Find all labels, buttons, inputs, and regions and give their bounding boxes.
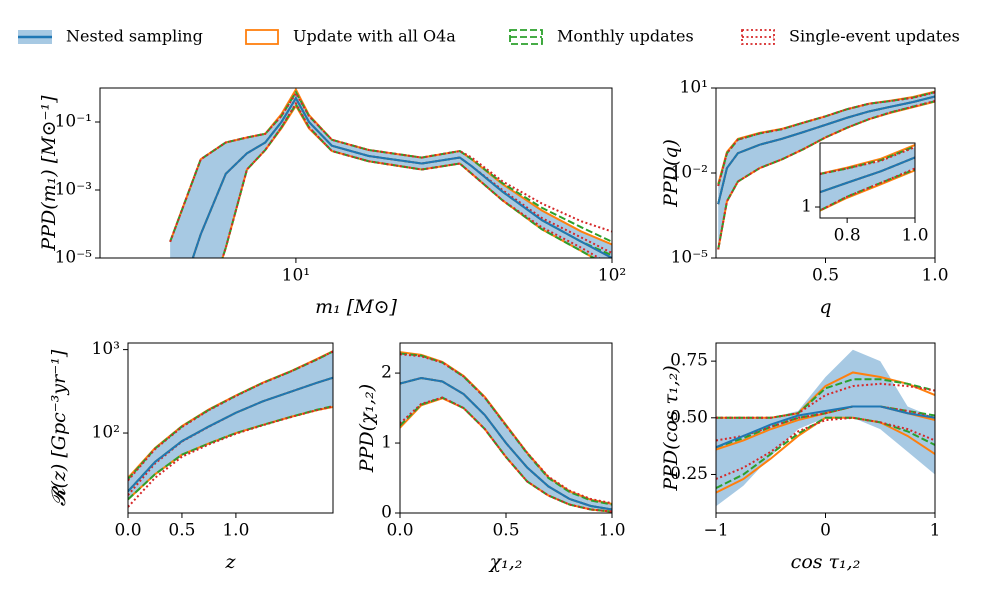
bound-line: [716, 416, 935, 489]
band: [128, 351, 333, 500]
legend-label: Single-event updates: [789, 27, 960, 46]
band: [400, 353, 612, 512]
band: [170, 93, 612, 258]
plot-area: [400, 351, 612, 513]
x-axis-label: cos τ₁,₂: [791, 551, 861, 573]
median-line: [128, 376, 333, 493]
plot-area: [717, 90, 935, 250]
x-tick-label: −1: [703, 521, 728, 541]
x-tick-label: 0.0: [114, 521, 141, 541]
bound-line: [400, 396, 612, 513]
median-line: [820, 156, 915, 194]
y-tick-label: 10¹: [680, 78, 708, 98]
axes-frame: [715, 342, 936, 514]
y-tick-label: 1: [381, 433, 392, 453]
x-tick-label: 0.8: [834, 226, 861, 246]
y-axis-label: PPD(cos τ₁,₂): [660, 365, 682, 491]
x-axis-label: χ₁,₂: [488, 551, 523, 573]
y-axis-label: PPD(χ₁,₂): [356, 384, 378, 473]
bound-line: [716, 382, 935, 419]
plot-area: [716, 349, 935, 507]
inset-plot-area: [820, 144, 915, 212]
x-axis-label: z: [224, 551, 236, 573]
bound-line: [400, 353, 612, 505]
bound-line: [820, 168, 915, 212]
axes-frame: [715, 87, 936, 259]
bound-line: [169, 90, 612, 243]
band: [820, 147, 915, 211]
x-tick-label: 1: [930, 521, 941, 541]
median-line: [717, 95, 935, 205]
y-tick-label: 1: [801, 197, 812, 217]
legend-swatch: [245, 29, 279, 45]
x-tick-label: 0: [820, 521, 831, 541]
y-tick-label: 10²: [92, 423, 120, 443]
y-tick-label: 10⁻⁵: [671, 248, 709, 268]
y-tick-label: 0: [381, 503, 392, 523]
plot-area: [128, 350, 333, 508]
x-tick-label: 0.0: [386, 521, 413, 541]
legend-label: Monthly updates: [557, 27, 694, 46]
y-axis-label: 𝓡(z) [Gpc⁻³yr⁻¹]: [48, 349, 70, 506]
legend-label: Nested sampling: [66, 27, 203, 46]
x-tick-label: 1.0: [901, 226, 928, 246]
x-tick-label: 10²: [598, 266, 626, 286]
x-tick-label: 1.0: [921, 266, 948, 286]
median-line: [191, 96, 612, 258]
y-axis-label: PPD(q): [660, 139, 682, 208]
bound-line: [400, 352, 612, 506]
x-tick-label: 10¹: [282, 266, 310, 286]
x-tick-label: 0.5: [168, 521, 195, 541]
x-tick-label: 0.5: [812, 266, 839, 286]
x-axis-label: m₁ [M⊙]: [315, 296, 397, 318]
y-tick-label: 10⁻³: [55, 180, 92, 200]
median-line: [400, 376, 612, 511]
y-tick-label: 0.75: [670, 351, 708, 371]
bound-line: [717, 99, 935, 250]
median-line: [716, 405, 935, 449]
x-tick-label: 0.5: [492, 521, 519, 541]
y-tick-label: 0.50: [670, 407, 708, 427]
bound-line: [221, 102, 596, 258]
y-tick-label: 10³: [92, 339, 120, 359]
y-tick-label: 10⁻⁵: [55, 248, 93, 268]
y-tick-label: 0.25: [670, 464, 708, 484]
axes-frame: [99, 87, 613, 259]
x-tick-label: 1.0: [222, 521, 249, 541]
bound-line: [820, 169, 915, 212]
bound-line: [128, 350, 333, 482]
x-axis-label: q: [819, 296, 831, 318]
bound-line: [717, 91, 935, 187]
bound-line: [820, 146, 915, 175]
x-tick-label: 1.0: [598, 521, 625, 541]
bound-line: [716, 416, 935, 480]
legend-label: Update with all O4a: [293, 27, 456, 46]
y-tick-label: 2: [381, 363, 392, 383]
axes-frame: [819, 142, 916, 219]
bound-line: [820, 167, 915, 212]
axes-frame: [399, 342, 613, 514]
bound-line: [128, 405, 333, 508]
y-tick-label: 10⁻¹: [55, 112, 92, 132]
band: [716, 349, 935, 507]
plot-area: [169, 88, 612, 258]
y-tick-label: 10⁻²: [671, 163, 708, 183]
y-axis-label: PPD(m₁) [M⊙⁻¹]: [38, 95, 60, 252]
axes-frame: [127, 342, 334, 514]
